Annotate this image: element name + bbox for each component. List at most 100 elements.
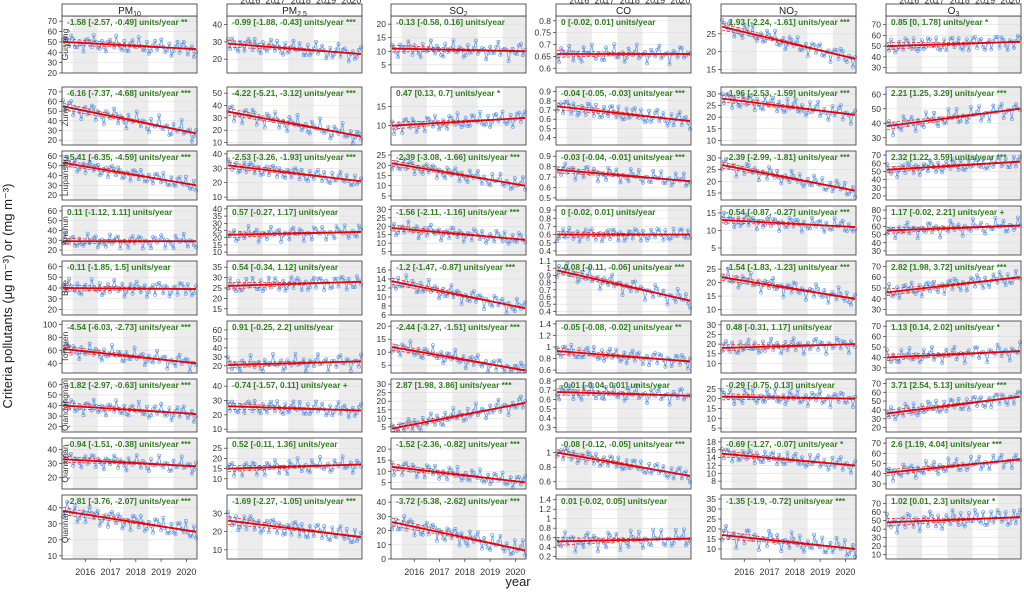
data-point	[352, 233, 357, 238]
y-tick-label: 15	[377, 334, 387, 344]
data-point	[671, 123, 676, 128]
data-point	[161, 171, 166, 175]
data-point	[230, 104, 235, 109]
data-point	[356, 223, 361, 228]
data-point	[973, 35, 977, 40]
data-point	[433, 165, 437, 170]
series-line	[227, 159, 362, 186]
data-point	[887, 48, 892, 53]
data-point	[732, 34, 737, 39]
data-point	[840, 117, 845, 122]
data-point	[604, 45, 609, 50]
y-tick-label: 10	[377, 540, 387, 550]
y-tick-label: 20	[707, 524, 717, 534]
data-point	[136, 234, 141, 239]
pollutant-subscript: 10	[133, 11, 141, 18]
data-point	[830, 189, 835, 194]
data-point	[144, 39, 149, 44]
data-point	[187, 127, 192, 132]
y-tick-label: 25	[707, 165, 717, 175]
data-point	[287, 115, 292, 120]
y-tick-label: 40	[213, 381, 223, 391]
data-point	[517, 110, 521, 115]
data-point	[478, 110, 482, 114]
data-point	[647, 108, 652, 113]
data-point	[822, 54, 827, 58]
data-point	[453, 166, 458, 171]
data-point	[122, 175, 127, 180]
y-tick-label: 20	[377, 396, 387, 406]
y-tick-label: 18	[707, 437, 717, 447]
y-tick-label: 10	[213, 192, 223, 202]
data-point	[600, 57, 604, 62]
data-point	[144, 126, 149, 131]
trend-line	[556, 168, 691, 183]
x-tick-label: 2016	[240, 0, 260, 6]
data-point	[785, 97, 790, 101]
data-point	[400, 131, 405, 135]
data-point	[246, 224, 251, 228]
data-point	[849, 121, 853, 126]
y-tick-label: 60	[872, 158, 882, 168]
data-point	[966, 48, 971, 53]
y-tick-label: 10	[213, 138, 223, 148]
data-point	[167, 183, 172, 188]
panel-frame	[226, 150, 363, 201]
data-point	[999, 102, 1004, 107]
y-tick-label: 25	[707, 29, 717, 39]
data-point	[853, 194, 857, 199]
data-point	[163, 245, 168, 250]
series-line	[62, 100, 197, 144]
data-point	[297, 41, 302, 46]
data-point	[958, 119, 963, 124]
data-point	[985, 166, 990, 171]
data-point	[510, 185, 515, 190]
data-point	[581, 175, 586, 180]
y-tick-label: 30	[48, 294, 58, 304]
y-tick-label: 10	[707, 135, 717, 145]
data-point	[342, 223, 347, 228]
x-tick-label: 2020	[1000, 0, 1020, 6]
data-point	[734, 174, 739, 179]
panel-pm25-zunyi: 10 20 30 40 50 -4.22 [-5.21, -3.12] units/yea…	[213, 86, 363, 148]
panel-so2-zunyi: 10 15 0.47 [0.13, 0.7] units/year *	[377, 86, 527, 146]
y-tick-label: 10	[377, 292, 387, 302]
data-point	[995, 155, 1000, 160]
data-point	[63, 108, 68, 113]
trend-line	[63, 287, 196, 290]
trend-annotation: -1.2 [-1.47, -0.87] units/year ***	[396, 262, 516, 272]
y-tick-label: 20	[872, 191, 882, 201]
data-point	[165, 182, 170, 187]
data-point	[506, 119, 511, 124]
data-point	[297, 177, 302, 182]
data-point	[320, 178, 325, 183]
data-point	[928, 37, 932, 42]
y-tick-label: 0.4	[539, 133, 551, 143]
data-point	[787, 35, 792, 40]
data-point	[901, 163, 906, 168]
data-point	[818, 113, 823, 118]
y-tick-label: 5	[381, 477, 386, 487]
data-point	[171, 246, 176, 251]
data-point	[991, 164, 996, 169]
y-tick-label: 30	[872, 63, 882, 73]
trend-annotation: 1.13 [0.14, 2.02] units/year *	[891, 322, 1001, 332]
data-point	[348, 183, 353, 188]
data-point	[149, 48, 153, 53]
y-tick-label: 60	[48, 151, 58, 161]
data-point	[354, 54, 359, 59]
data-point	[334, 47, 339, 52]
data-point	[669, 183, 674, 188]
data-point	[230, 167, 235, 172]
data-point	[521, 53, 525, 58]
trend-line	[391, 162, 526, 187]
pollutant-subscript: 2.5	[297, 11, 307, 18]
panel-pm25-qiannan: 10 20 30 -1.69 [-2.27, -1.05] units/year **…	[213, 494, 363, 560]
data-point	[149, 246, 153, 251]
data-point	[226, 157, 230, 162]
data-point	[234, 160, 239, 165]
data-point	[437, 127, 442, 132]
y-tick-label: 25	[377, 388, 387, 398]
